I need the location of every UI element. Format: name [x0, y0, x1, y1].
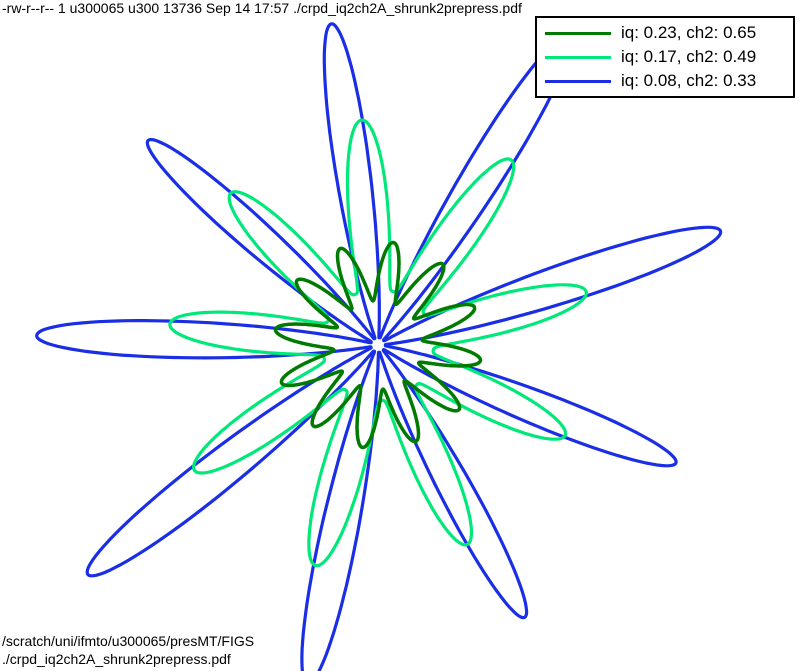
- legend-swatch-1: [545, 55, 611, 59]
- legend-entry-0: iq: 0.23, ch2: 0.65: [545, 22, 756, 44]
- legend-swatch-0: [545, 31, 611, 35]
- legend-label-2: iq: 0.08, ch2: 0.33: [621, 71, 757, 90]
- series-line-1: [168, 118, 588, 568]
- legend-swatch-2: [545, 79, 611, 83]
- series-layer: [35, 22, 723, 671]
- footer-path-line2: ./crpd_iq2ch2A_shrunk2prepress.pdf: [2, 651, 231, 667]
- legend-label-0: iq: 0.23, ch2: 0.65: [621, 23, 757, 42]
- footer-path: /scratch/uni/ifmto/u300065/presMT/FIGS .…: [2, 632, 254, 668]
- file-listing-header: -rw-r--r-- 1 u300065 u300 13736 Sep 14 1…: [2, 0, 522, 16]
- legend-entry-1: iq: 0.17, ch2: 0.49: [545, 46, 756, 68]
- series-line-0: [273, 240, 483, 450]
- footer-path-line1: /scratch/uni/ifmto/u300065/presMT/FIGS: [2, 633, 255, 649]
- legend-entry-2: iq: 0.08, ch2: 0.33: [545, 70, 756, 92]
- legend: iq: 0.23, ch2: 0.65 iq: 0.17, ch2: 0.49 …: [535, 16, 795, 98]
- series-line-2: [35, 22, 723, 671]
- legend-label-1: iq: 0.17, ch2: 0.49: [621, 47, 757, 66]
